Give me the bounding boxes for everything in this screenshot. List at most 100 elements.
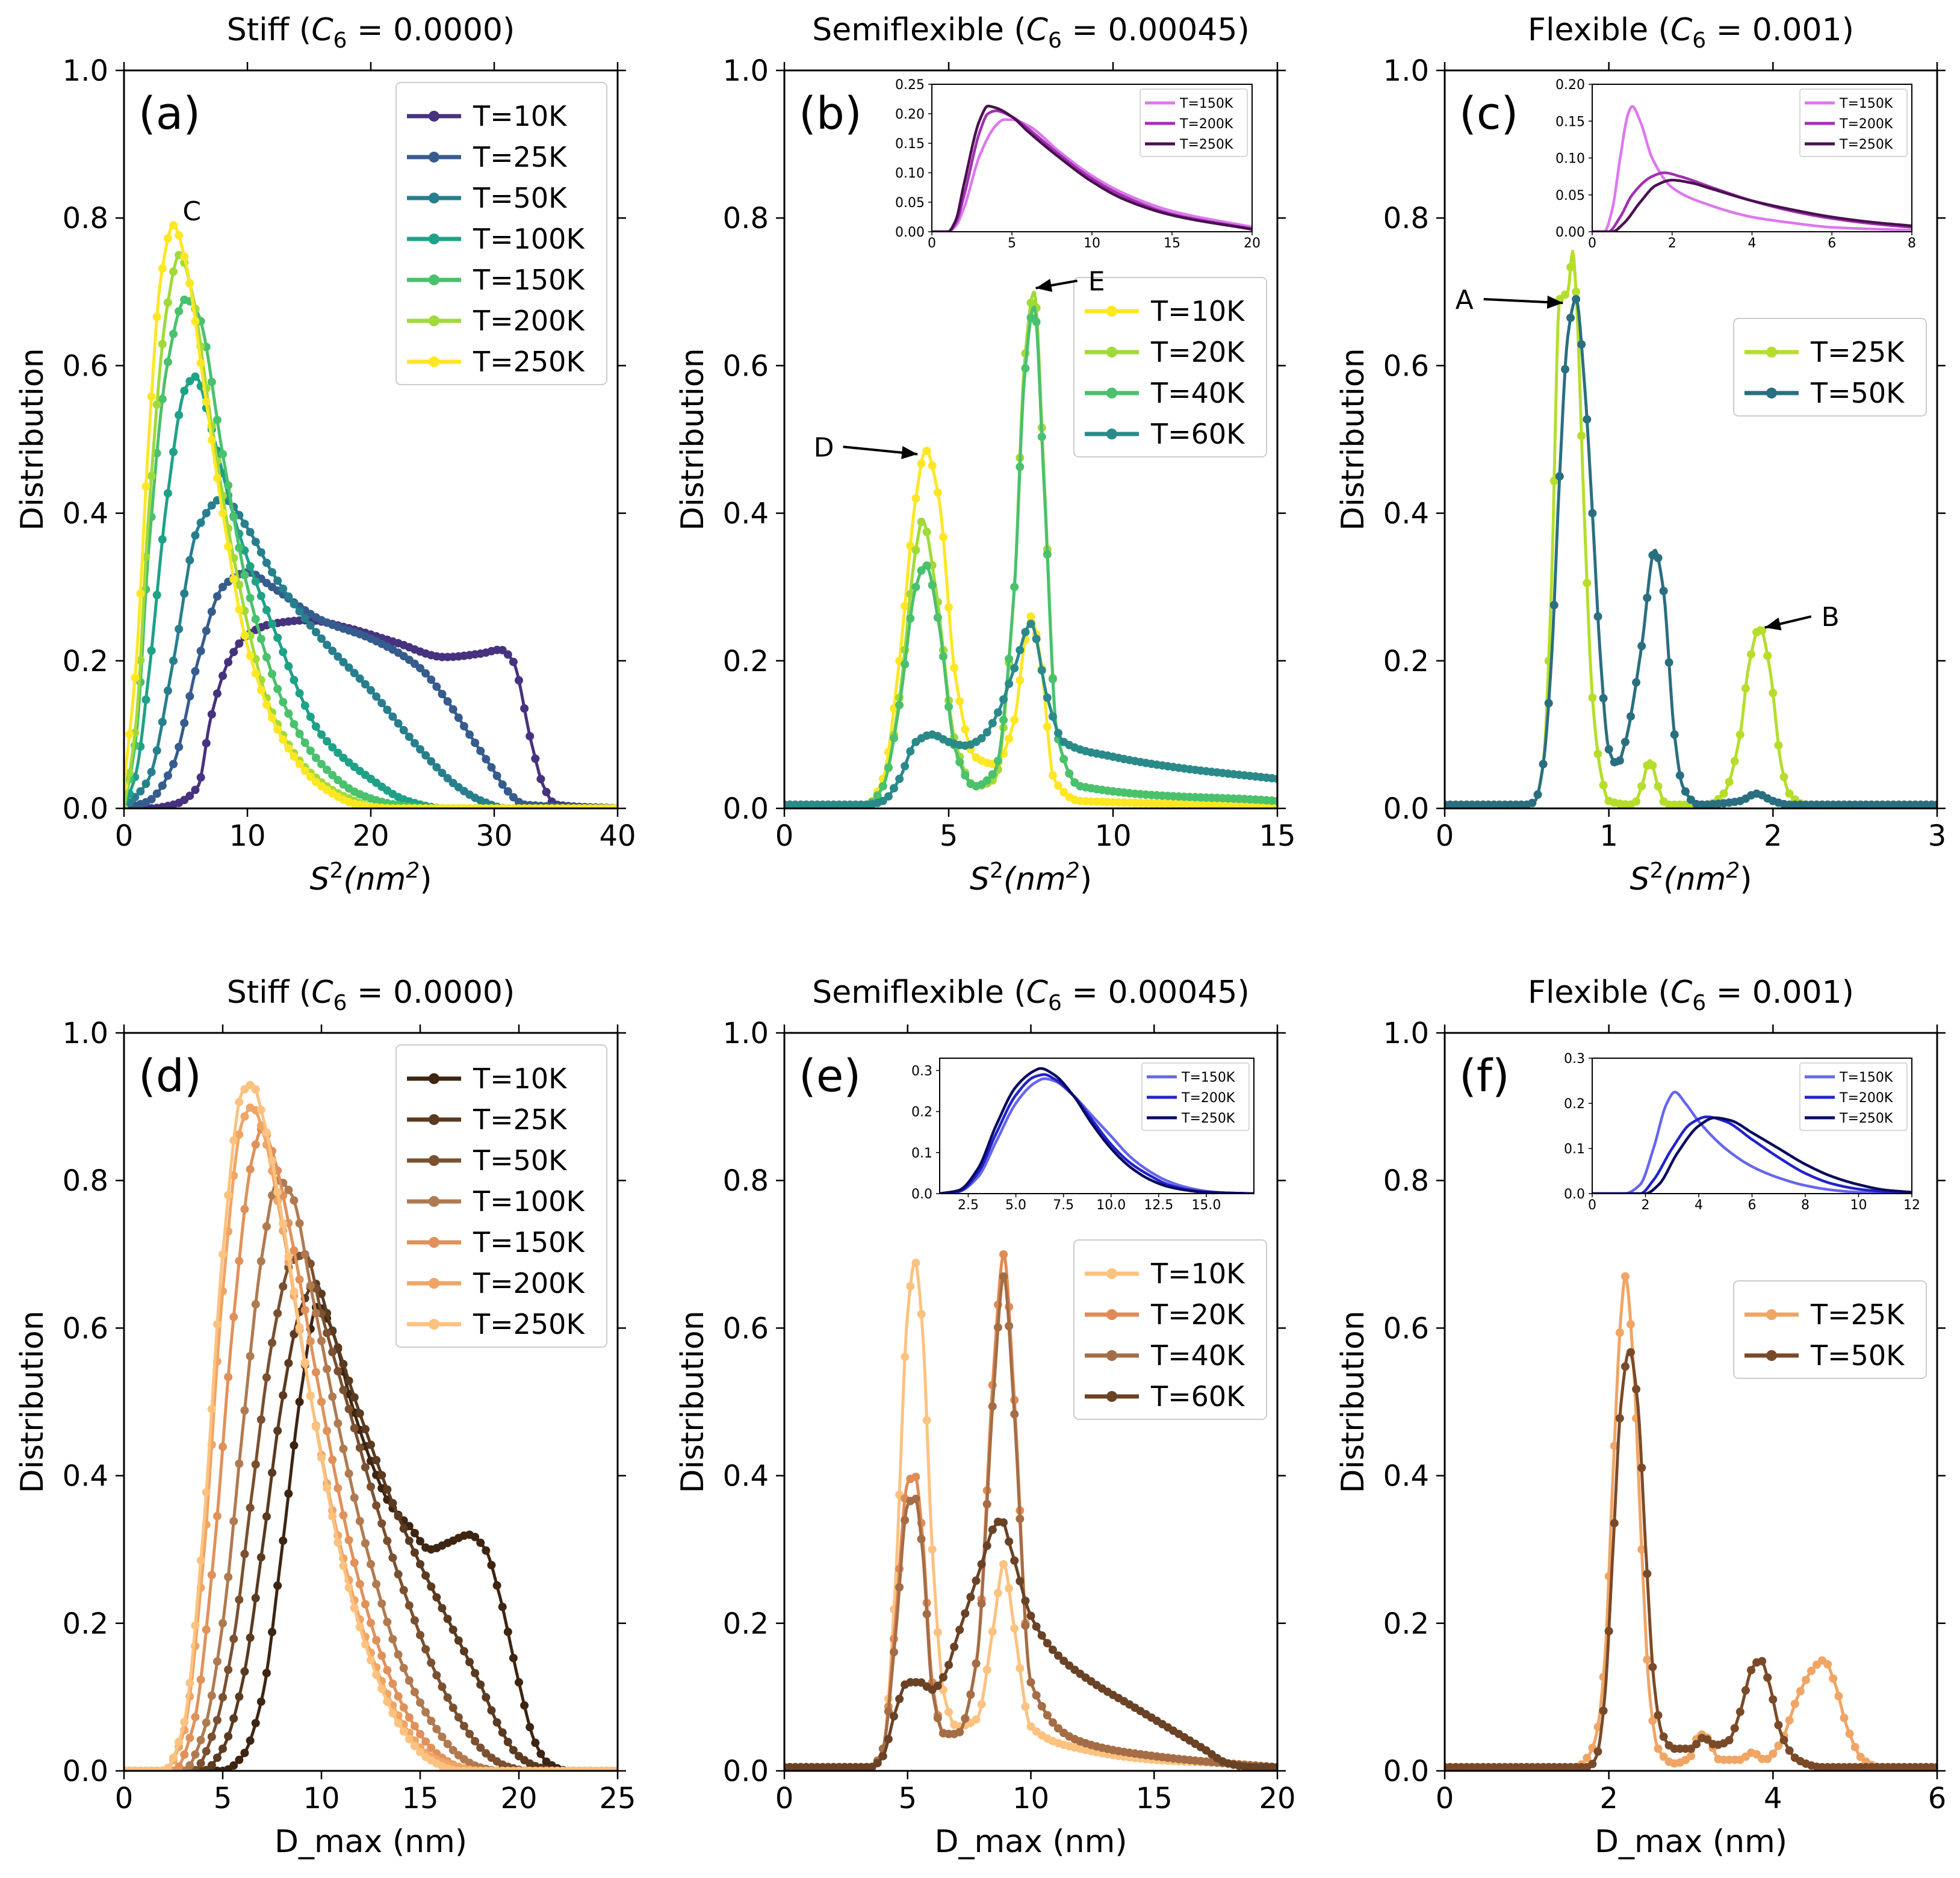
series-t250k-point bbox=[196, 1556, 205, 1565]
inset-x-tick-label: 15.0 bbox=[1191, 1198, 1221, 1213]
x-tick-label: 1 bbox=[1599, 819, 1618, 853]
series-t10k-markers bbox=[124, 616, 618, 808]
series-t150k-point bbox=[300, 1306, 309, 1315]
series-t50k-point bbox=[268, 1338, 276, 1347]
series-t25k-point bbox=[1620, 1272, 1630, 1281]
series-t50k-point bbox=[1933, 800, 1937, 808]
series-t150k-point bbox=[212, 415, 222, 424]
series-t150k-point bbox=[427, 1743, 436, 1752]
title-math: C bbox=[311, 975, 333, 1011]
legend-swatch-marker bbox=[1106, 1309, 1117, 1320]
series-t60k-point bbox=[988, 1525, 997, 1534]
series-t60k-point bbox=[906, 747, 915, 756]
series-t150k-point bbox=[273, 684, 282, 693]
series-t25k-point bbox=[273, 1427, 282, 1435]
inset-y-tick-label: 0.20 bbox=[895, 107, 925, 122]
inset-frame bbox=[1592, 1058, 1912, 1194]
series-t60k-point bbox=[966, 1593, 975, 1602]
series-t20k-point bbox=[917, 518, 926, 526]
inset-x-tick-label: 12.5 bbox=[1144, 1198, 1173, 1213]
panel-title: Flexible (C6 = 0.001) bbox=[1528, 975, 1854, 1015]
y-tick-label: 0.6 bbox=[723, 1312, 769, 1345]
series-t25k-point bbox=[207, 1761, 216, 1770]
series-t40k-point bbox=[1065, 769, 1074, 778]
series-t10k-point bbox=[982, 1666, 991, 1675]
series-t250k-point bbox=[367, 1656, 375, 1665]
x-tick-label: 0 bbox=[115, 819, 134, 853]
legend-item: T=25K bbox=[1744, 336, 1905, 368]
series-t250k-point bbox=[219, 509, 227, 518]
series-t150k-point bbox=[158, 395, 167, 403]
inset-legend-label: T=200K bbox=[1181, 1091, 1235, 1106]
series-t50k-point bbox=[416, 1631, 424, 1640]
y-axis-label: Distribution bbox=[1335, 1310, 1371, 1493]
inset-y-tick-label: 0.20 bbox=[1555, 78, 1585, 93]
series-t50k-point bbox=[284, 592, 293, 601]
legend-item: T=25K bbox=[407, 141, 568, 173]
inset-y-tick-label: 0.25 bbox=[895, 78, 925, 93]
y-tick-label: 1.0 bbox=[723, 54, 769, 88]
series-t50k-point bbox=[1610, 1519, 1619, 1528]
inset-x-tick-label: 5 bbox=[1008, 236, 1016, 251]
series-t100k-point bbox=[416, 1698, 424, 1707]
series-t250k-point bbox=[416, 1747, 424, 1756]
series-t25k-point bbox=[1654, 782, 1663, 791]
series-t10k-point bbox=[993, 1588, 1002, 1598]
inset-x-tick-label: 0 bbox=[1588, 1198, 1596, 1213]
series-t40k-point bbox=[1021, 1621, 1030, 1630]
series-t60k-point bbox=[1037, 666, 1046, 675]
series-t60k-point bbox=[1043, 1638, 1052, 1647]
annotation-arrowhead bbox=[901, 446, 918, 459]
title-prefix: Flexible ( bbox=[1528, 975, 1670, 1011]
x-tick-label: 20 bbox=[352, 819, 389, 853]
series-t25k-point bbox=[1763, 651, 1772, 660]
series-t10k-point bbox=[955, 697, 964, 706]
series-t250k-point bbox=[224, 542, 233, 551]
inset-y-tick-label: 0.10 bbox=[1555, 152, 1585, 167]
inset-x-tick-label: 8 bbox=[1801, 1198, 1810, 1213]
series-t150k-point bbox=[152, 448, 161, 457]
x-label-unit: (nm bbox=[343, 861, 406, 897]
series-t250k-point bbox=[224, 1191, 233, 1200]
series-t10k-point bbox=[972, 1715, 981, 1724]
series-t150k-point bbox=[295, 730, 304, 739]
series-t25k-point bbox=[459, 1647, 468, 1656]
series-t100k-point bbox=[175, 411, 184, 420]
legend-label: T=10K bbox=[1150, 295, 1245, 327]
series-t10k-point bbox=[416, 1537, 424, 1546]
inset-series-t150k-line bbox=[932, 118, 1252, 232]
x-tick-label: 30 bbox=[476, 819, 512, 853]
series-t100k-point bbox=[344, 1469, 353, 1478]
series-t50k-point bbox=[1681, 787, 1690, 796]
series-t250k-point bbox=[256, 686, 265, 695]
series-t100k-point bbox=[306, 1281, 315, 1290]
series-t100k-point bbox=[163, 489, 172, 498]
series-t250k-point bbox=[235, 605, 244, 614]
series-t10k-point bbox=[911, 494, 920, 503]
series-t10k-point bbox=[196, 773, 205, 782]
inset-x-tick-label: 10.0 bbox=[1096, 1198, 1126, 1213]
series-t100k-point bbox=[295, 689, 304, 698]
series-t40k-point bbox=[988, 1402, 997, 1411]
series-t25k-point bbox=[339, 1360, 348, 1369]
inset-legend-item: T=150K bbox=[1805, 1070, 1893, 1085]
series-t50k-point bbox=[367, 1482, 375, 1491]
series-t100k-point bbox=[438, 1732, 447, 1741]
series-t10k-point bbox=[290, 1441, 299, 1450]
inset-x-tick-label: 4 bbox=[1748, 236, 1757, 251]
series-t60k-point bbox=[1021, 628, 1030, 637]
series-t10k-point bbox=[1054, 781, 1062, 790]
series-t60k-markers bbox=[784, 619, 1277, 808]
series-t150k-point bbox=[185, 1734, 194, 1743]
series-t25k-point bbox=[1796, 1687, 1805, 1696]
series-t10k-point bbox=[262, 1669, 271, 1678]
inset-x-tick-label: 6 bbox=[1748, 1198, 1757, 1213]
series-t150k-point bbox=[311, 754, 320, 762]
series-t60k-point bbox=[878, 1752, 887, 1761]
series-t25k-point bbox=[1741, 684, 1750, 693]
series-t10k-point bbox=[224, 658, 233, 667]
title-prefix: Semiflexible ( bbox=[812, 12, 1026, 48]
series-t25k-point bbox=[471, 1669, 480, 1678]
series-t60k-point bbox=[982, 1542, 991, 1550]
inset-legend-label: T=150K bbox=[1179, 96, 1233, 111]
